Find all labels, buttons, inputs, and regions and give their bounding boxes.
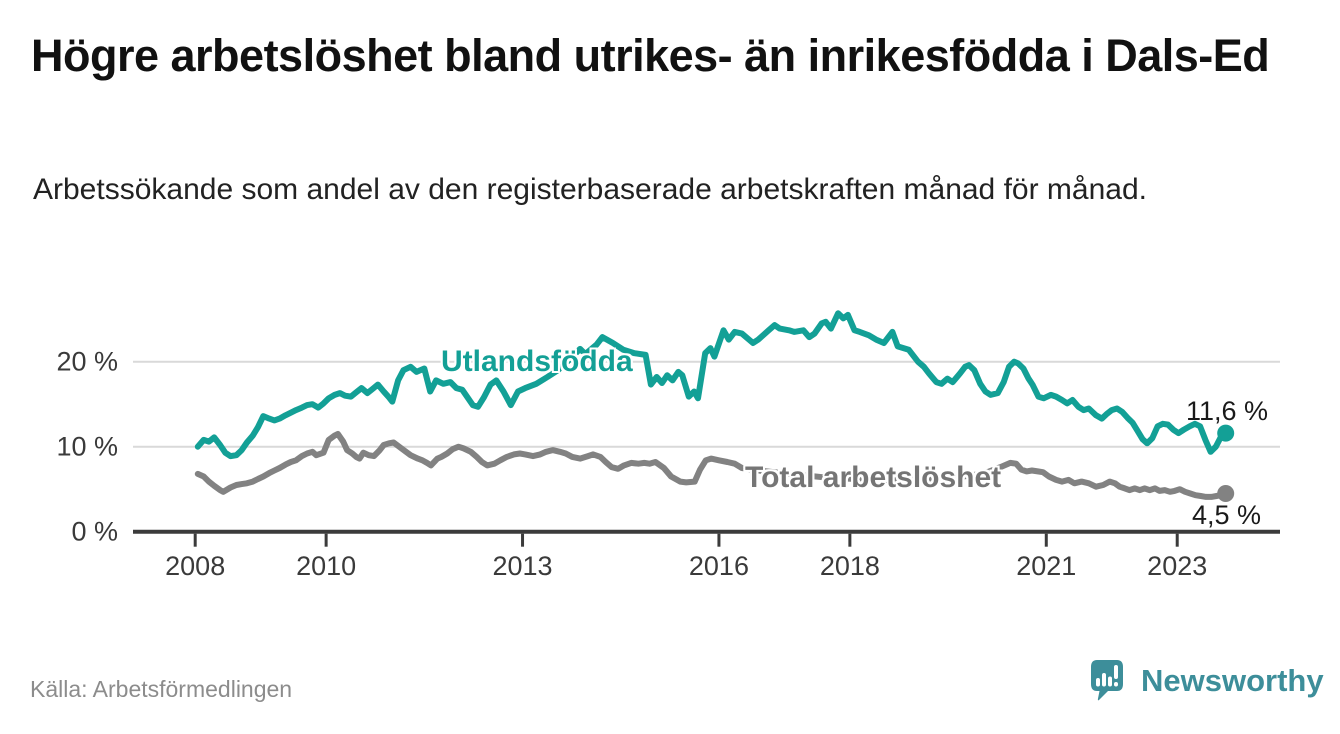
source-note: Källa: Arbetsförmedlingen xyxy=(30,676,293,702)
series-line-total-arbetsloshet xyxy=(194,431,1229,500)
y-tick-label: 0 % xyxy=(71,517,118,547)
series-label-utlandsfodda: Utlandsfödda xyxy=(441,345,633,378)
end-value-label-utlandsfodda: 11,6 % xyxy=(1186,396,1269,426)
x-tick-label: 2016 xyxy=(689,551,749,581)
newsworthy-logo: Newsworthy xyxy=(1089,659,1324,701)
page-title: Högre arbetslöshet bland utrikes- än inr… xyxy=(31,30,1270,81)
series-line-utlandsfodda xyxy=(194,310,1229,460)
x-tick-label: 2023 xyxy=(1147,551,1207,581)
y-tick-label: 10 % xyxy=(56,432,118,462)
y-tick-label: 20 % xyxy=(56,347,118,377)
newsworthy-speech-bubble-chart-icon xyxy=(1091,660,1123,701)
x-tick-label: 2018 xyxy=(820,551,880,581)
x-tick-label: 2013 xyxy=(492,551,552,581)
series-label-total-arbetsloshet: Total arbetslöshet xyxy=(745,461,1002,494)
x-tick-label: 2010 xyxy=(296,551,356,581)
end-value-label-total-arbetsloshet: 4,5 % xyxy=(1192,500,1262,530)
series-end-dot-utlandsfodda xyxy=(1217,424,1235,442)
page-subtitle: Arbetssökande som andel av den registerb… xyxy=(33,173,1147,206)
series-end-dot-total-arbetsloshet xyxy=(1217,485,1235,502)
x-tick-label: 2008 xyxy=(165,551,225,581)
newsworthy-wordmark: Newsworthy xyxy=(1141,663,1324,698)
x-tick-label: 2021 xyxy=(1016,551,1076,581)
